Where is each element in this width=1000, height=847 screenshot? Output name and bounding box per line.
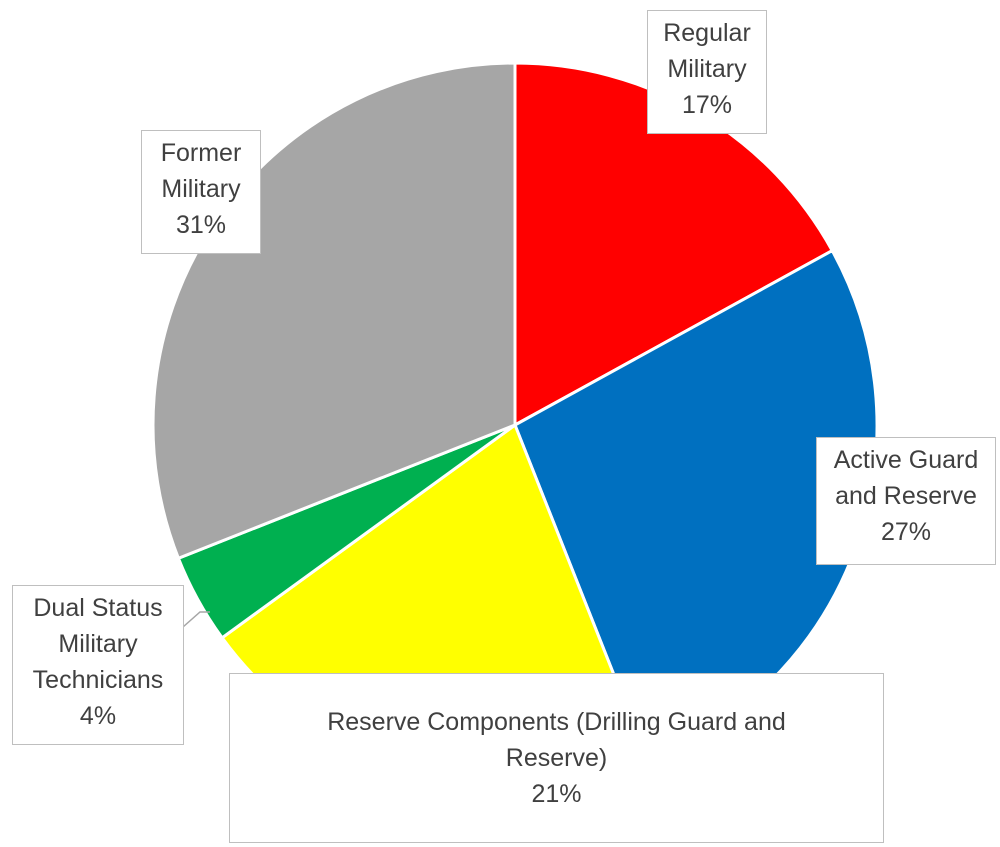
- data-label-category: Former Military: [160, 139, 242, 203]
- data-label-percent: 4%: [79, 702, 117, 730]
- data-label-category: Dual Status Military Technicians: [32, 594, 164, 694]
- data-label-dual-status-military-technicians: Dual Status Military Technicians 4%: [12, 585, 184, 745]
- leader-line-dual-status: [182, 611, 210, 628]
- data-label-active-guard-and-reserve: Active Guard and Reserve 27%: [816, 437, 996, 565]
- data-label-category: Active Guard and Reserve: [833, 446, 979, 510]
- data-label-category: Reserve Components (Drilling Guard and R…: [327, 708, 786, 772]
- data-label-category: Regular Military: [663, 19, 751, 83]
- data-label-percent: 27%: [880, 518, 932, 546]
- data-label-former-military: Former Military 31%: [141, 130, 261, 254]
- data-label-reserve-components: Reserve Components (Drilling Guard and R…: [229, 673, 884, 843]
- data-label-percent: 31%: [175, 211, 227, 239]
- data-label-regular-military: Regular Military 17%: [647, 10, 767, 134]
- data-label-percent: 17%: [681, 91, 733, 119]
- data-label-percent: 21%: [531, 780, 582, 808]
